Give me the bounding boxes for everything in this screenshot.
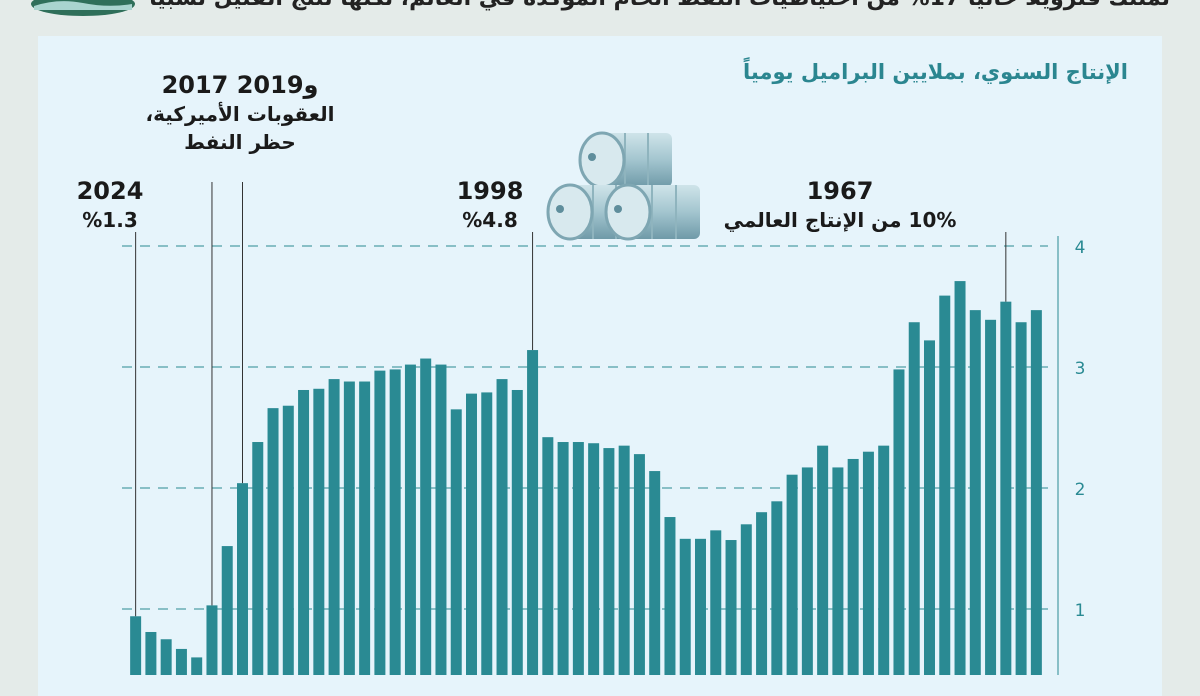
bar-1969 (969, 310, 981, 675)
production-bar-chart: 1 2 3 4 (122, 182, 1086, 675)
bar-1977 (847, 458, 859, 675)
bar-1988 (679, 538, 691, 675)
bar-1978 (832, 467, 844, 675)
annotation-year-1998: 1998 (456, 177, 524, 205)
bar-2004 (435, 364, 447, 675)
bar-2003 (450, 409, 462, 675)
bar-2016 (252, 442, 264, 675)
bar-2006 (404, 364, 416, 675)
bar-1985 (725, 540, 737, 675)
bar-1995 (572, 442, 584, 675)
annotation-1967: 1967 10% من الإنتاج العالمي (700, 176, 980, 234)
bar-1989 (664, 517, 676, 675)
annotation-text-embargo: حظر النفط (184, 130, 296, 154)
bar-2011 (328, 379, 340, 675)
bar-2012 (313, 388, 325, 675)
bar-2014 (282, 405, 294, 675)
y-tick-label-1: 1 (1075, 601, 1086, 621)
bar-1966 (1015, 322, 1027, 675)
bar-1998 (527, 350, 539, 675)
bar-2021 (175, 648, 187, 675)
bar-1983 (756, 512, 768, 675)
bar-2022 (160, 639, 172, 675)
bar-1975 (878, 445, 890, 675)
bar-1996 (557, 442, 569, 675)
bar-2002 (466, 393, 477, 675)
bar-1981 (786, 474, 798, 675)
bar-1992 (618, 445, 630, 675)
annotation-2017-2019: 2017 و2019 العقوبات الأميركية، حظر النفط (130, 70, 350, 156)
bar-2008 (374, 370, 386, 675)
annotation-text-2024: %1.3 (82, 208, 138, 232)
bar-2024 (130, 616, 142, 675)
bar-2020 (191, 657, 203, 675)
annotation-text-sanctions: العقوبات الأميركية، (145, 102, 335, 126)
bar-2015 (267, 408, 279, 675)
bar-2023 (145, 631, 157, 675)
annotation-year-1967: 1967 (806, 177, 874, 205)
bar-1987 (695, 538, 706, 675)
header-strip: تمتلك فنزويلا حاليا 17% من احتياطيات الن… (0, 0, 1200, 32)
bar-1974 (893, 369, 905, 675)
y-tick-label-2: 2 (1075, 480, 1086, 500)
bar-1993 (603, 448, 615, 675)
bar-2009 (359, 381, 371, 675)
bar-1990 (649, 471, 661, 675)
bar-2017 (237, 483, 248, 675)
annotation-1998: 1998 %4.8 (440, 176, 540, 234)
oil-derrick-emblem-icon (31, 0, 135, 16)
y-tick-label-4: 4 (1075, 238, 1086, 258)
bar-1970 (954, 281, 966, 675)
bar-1976 (862, 451, 874, 675)
bar-1994 (588, 443, 600, 675)
oil-barrels-icon (546, 131, 700, 241)
bar-1991 (633, 454, 645, 675)
headline: تمتلك فنزويلا حاليا 17% من احتياطيات الن… (149, 0, 1170, 11)
chart-subtitle: الإنتاج السنوي، بملايين البراميل يومياً (743, 60, 1128, 84)
annotation-year-2024: 2024 (76, 177, 144, 205)
annotation-text-1998: %4.8 (462, 208, 518, 232)
annotation-text-1967: 10% من الإنتاج العالمي (723, 208, 957, 232)
bar-2019 (206, 605, 218, 675)
bar-2018 (221, 546, 233, 675)
bar-1980 (801, 467, 813, 675)
annotation-year-2017-2019: 2017 و2019 (161, 71, 319, 99)
bar-1979 (817, 445, 829, 675)
bar-1971 (939, 295, 951, 675)
bar-2013 (298, 389, 310, 675)
bar-1965 (1030, 310, 1042, 675)
bar-2001 (481, 392, 493, 675)
annotation-2024: 2024 %1.3 (62, 176, 158, 234)
bar-2000 (496, 379, 508, 675)
bar-2010 (343, 381, 355, 675)
bar-1972 (924, 340, 935, 675)
bar-1982 (771, 501, 783, 675)
bar-2007 (389, 369, 401, 675)
y-tick-label-3: 3 (1075, 359, 1086, 379)
bar-1973 (908, 322, 920, 675)
bar-1968 (985, 319, 997, 675)
bar-2005 (420, 358, 432, 675)
bar-1986 (710, 530, 722, 675)
bar-1997 (542, 437, 554, 675)
bar-1984 (740, 524, 752, 675)
bar-1967 (1000, 301, 1012, 675)
bar-1999 (511, 389, 523, 675)
